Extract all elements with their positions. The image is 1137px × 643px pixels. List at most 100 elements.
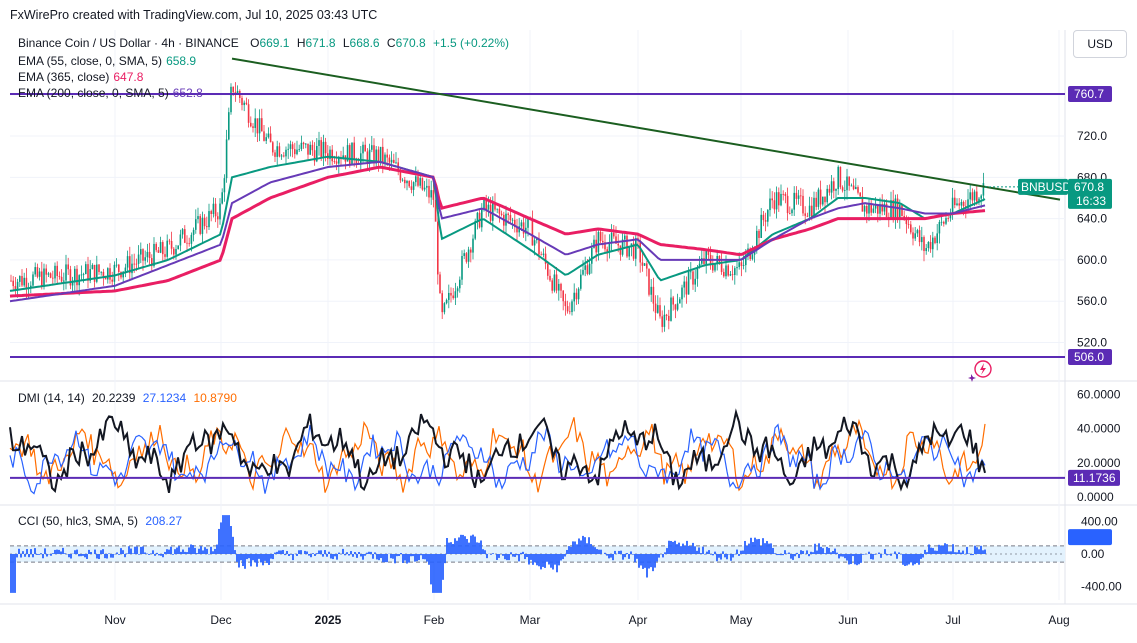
- ema55-legend[interactable]: EMA (55, close, 0, SMA, 5) 658.9: [18, 54, 196, 68]
- candle-body: [283, 155, 285, 157]
- cci-bar: [726, 554, 728, 560]
- candle-body: [126, 256, 129, 268]
- cci-bar: [64, 553, 66, 554]
- candle-body: [318, 140, 320, 146]
- candle-body: [267, 133, 270, 138]
- cci-bar: [160, 554, 162, 556]
- dmi-legend[interactable]: DMI (14, 14) 20.2239 27.1234 10.8790: [18, 391, 237, 405]
- cci-bar: [962, 550, 964, 554]
- candle-body: [868, 203, 870, 214]
- candle-body: [368, 149, 371, 164]
- candle-body: [745, 254, 747, 266]
- symbol-tag: BNBUSD: [1021, 180, 1071, 194]
- candle-body: [342, 155, 344, 159]
- cci-bar: [504, 554, 506, 560]
- candle-body: [509, 215, 512, 221]
- candle-body: [313, 150, 316, 162]
- candle-body: [399, 171, 402, 181]
- candle-body: [428, 185, 430, 198]
- cci-bar: [538, 554, 540, 567]
- cci-bar: [534, 554, 536, 563]
- ema200-legend[interactable]: EMA (200, close, 0, SMA, 5) 652.8: [18, 86, 203, 100]
- candle-body: [676, 303, 679, 310]
- cci-bar: [838, 554, 840, 559]
- cci-bar: [648, 554, 650, 569]
- cci-bar: [218, 528, 220, 554]
- candle-body: [694, 278, 696, 285]
- lightning-alert-icon[interactable]: [968, 358, 994, 382]
- candle-body: [177, 245, 179, 250]
- cci-bar: [454, 538, 456, 554]
- cci-bar: [232, 536, 234, 554]
- candle-body: [740, 262, 743, 266]
- support-tag: 506.0: [1074, 350, 1104, 364]
- ema365-legend[interactable]: EMA (365, close) 647.8: [18, 70, 143, 84]
- candle-body: [927, 241, 930, 249]
- cci-bar: [316, 553, 318, 554]
- cci-bar: [158, 554, 160, 556]
- candle-body: [67, 264, 69, 270]
- candle-body: [806, 215, 809, 217]
- candle-body: [643, 263, 646, 266]
- cci-bar: [632, 554, 634, 555]
- candle-body: [384, 154, 386, 164]
- cci-bar: [898, 552, 900, 554]
- candle-body: [817, 189, 820, 207]
- candle-body: [225, 139, 228, 179]
- cci-bar: [532, 554, 534, 565]
- cci-bar: [396, 554, 398, 557]
- cci-bar: [516, 554, 518, 556]
- candle-body: [544, 253, 547, 264]
- candle-body: [278, 146, 281, 157]
- candle-body: [214, 203, 217, 217]
- cci-bar: [816, 550, 818, 554]
- candle-body: [65, 264, 67, 281]
- cci-bar: [280, 550, 282, 554]
- candle-body: [93, 264, 96, 282]
- candle-body: [899, 204, 901, 220]
- cci-bar: [20, 554, 22, 558]
- cci-bar: [38, 554, 40, 555]
- candle-body: [628, 247, 630, 257]
- cci-bar: [522, 551, 524, 554]
- cci-bar: [950, 551, 952, 554]
- candle-body: [804, 213, 806, 216]
- cci-bar: [224, 515, 226, 554]
- candle-body: [256, 118, 259, 134]
- cci-bar: [436, 554, 438, 593]
- currency-button[interactable]: USD: [1073, 30, 1127, 58]
- cci-bar: [74, 550, 76, 554]
- time-axis-label: Jul: [945, 613, 960, 627]
- cci-bar: [664, 552, 666, 554]
- cci-legend[interactable]: CCI (50, hlc3, SMA, 5) 208.27: [18, 514, 182, 528]
- cci-bar: [582, 535, 584, 554]
- candle-body: [309, 144, 311, 155]
- candle-body: [241, 97, 243, 106]
- cci-bar: [840, 554, 842, 557]
- candle-body: [586, 265, 589, 274]
- cci-bar: [792, 554, 794, 560]
- cci-bar: [244, 554, 246, 569]
- cci-bar: [640, 554, 642, 566]
- cci-bar: [666, 548, 668, 554]
- candle-body: [217, 216, 219, 220]
- candle-body: [289, 144, 292, 149]
- cci-bar: [214, 548, 216, 554]
- candle-body: [166, 240, 168, 257]
- cci-bar: [286, 551, 288, 554]
- cci-bar: [920, 554, 922, 559]
- cci-bar: [682, 543, 684, 554]
- cci-bar: [732, 554, 734, 558]
- cci-bar: [742, 550, 744, 554]
- candle-body: [470, 249, 472, 253]
- cci-bar: [314, 554, 316, 556]
- cci-bar: [96, 554, 98, 559]
- candle-body: [21, 276, 23, 286]
- candle-body: [60, 276, 63, 282]
- cci-bar: [128, 546, 130, 554]
- candle-body: [852, 185, 855, 190]
- cci-bar: [758, 538, 760, 554]
- cci-bar: [540, 554, 542, 570]
- cci-bar: [68, 554, 70, 558]
- symbol-line[interactable]: Binance Coin / US Dollar · 4h · BINANCE: [18, 36, 239, 50]
